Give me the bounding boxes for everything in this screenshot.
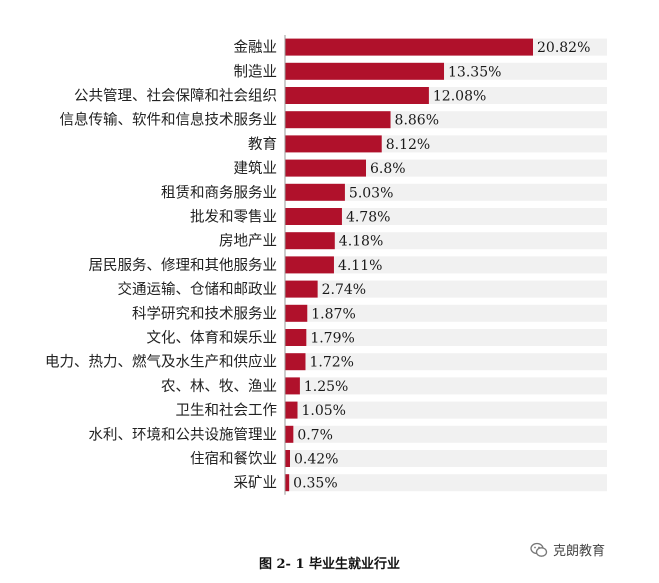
value-label: 1.72% — [309, 355, 353, 371]
category-label: 公共管理、社会保障和社会组织 — [74, 87, 277, 105]
value-label: 4.11% — [338, 258, 382, 274]
bar-track — [285, 208, 607, 225]
bar — [285, 377, 300, 395]
bar — [285, 38, 533, 56]
bar — [285, 159, 366, 177]
category-label: 房地产业 — [219, 233, 277, 250]
category-label: 居民服务、修理和其他服务业 — [89, 257, 278, 274]
category-label: 金融业 — [234, 39, 278, 56]
bar — [285, 450, 291, 467]
value-label: 0.42% — [294, 452, 338, 468]
value-label: 4.78% — [346, 210, 390, 226]
bar-track — [285, 401, 607, 419]
bar-track — [285, 280, 607, 298]
category-label: 批发和零售业 — [190, 209, 277, 226]
value-label: 1.79% — [310, 331, 354, 347]
watermark: 克朗教育 — [530, 540, 605, 559]
bar-tracks — [285, 38, 607, 492]
value-label: 5.03% — [349, 185, 393, 201]
bar — [285, 87, 429, 104]
bar — [285, 474, 290, 492]
value-label: 1.25% — [304, 379, 348, 395]
bar — [285, 135, 382, 153]
category-label: 农、林、牧、渔业 — [161, 378, 277, 395]
bar-track — [285, 425, 607, 443]
bar — [285, 62, 445, 80]
value-label: 13.35% — [448, 64, 501, 80]
value-label: 1.05% — [302, 403, 346, 419]
category-label: 采矿业 — [234, 475, 278, 492]
bar — [285, 111, 391, 129]
value-label: 4.18% — [339, 234, 383, 250]
category-label: 水利、环境和公共设施管理业 — [89, 425, 278, 443]
category-label: 制造业 — [234, 63, 278, 80]
bar — [285, 401, 298, 419]
bar-track — [285, 450, 607, 467]
bar-track — [285, 256, 607, 274]
category-label: 租赁和商务服务业 — [161, 184, 277, 201]
value-label: 12.08% — [433, 89, 486, 105]
bar — [285, 304, 308, 322]
bar — [285, 280, 318, 298]
value-label: 1.87% — [311, 306, 355, 322]
value-label: 0.35% — [293, 476, 337, 492]
bar-chart: 金融业制造业公共管理、社会保障和社会组织信息传输、软件和信息技术服务业教育建筑业… — [45, 35, 607, 495]
bar — [285, 425, 294, 443]
category-label: 住宿和餐饮业 — [190, 451, 277, 468]
bar-track — [285, 304, 607, 322]
bar — [285, 353, 306, 371]
bar — [285, 183, 345, 201]
bars — [285, 38, 533, 492]
bar-track — [285, 474, 607, 492]
category-label: 信息传输、软件和信息技术服务业 — [60, 112, 278, 129]
value-label: 6.8% — [370, 161, 406, 177]
bar-track — [285, 232, 607, 250]
category-label: 卫生和社会工作 — [176, 402, 278, 419]
bar-track — [285, 329, 607, 346]
value-labels: 20.82% 13.35% 12.08% 8.86% 8.12% 6.8% 5.03% 4.7… — [293, 40, 590, 492]
chart-caption: 图 2- 1 毕业生就业行业 — [258, 557, 401, 572]
category-label: 教育 — [248, 136, 277, 153]
value-label: 2.74% — [322, 282, 366, 298]
wechat-icon — [530, 542, 548, 557]
value-label: 20.82% — [537, 40, 590, 56]
value-label: 0.7% — [297, 427, 333, 443]
category-label: 文化、体育和娱乐业 — [147, 330, 278, 347]
bar-track — [285, 377, 607, 395]
category-label: 电力、热力、燃气及水生产和供应业 — [45, 353, 277, 371]
bar — [285, 256, 334, 274]
category-label: 交通运输、仓储和邮政业 — [118, 280, 278, 298]
category-label: 建筑业 — [234, 160, 278, 177]
bar-track — [285, 353, 607, 371]
value-label: 8.86% — [395, 113, 439, 129]
bar — [285, 329, 307, 346]
bar — [285, 232, 335, 250]
bar-track — [285, 183, 607, 201]
category-label: 科学研究和技术服务业 — [132, 305, 277, 322]
watermark-text: 克朗教育 — [553, 544, 606, 559]
bar — [285, 208, 342, 225]
value-label: 8.12% — [386, 137, 430, 153]
category-labels: 金融业制造业公共管理、社会保障和社会组织信息传输、软件和信息技术服务业教育建筑业… — [45, 39, 277, 492]
